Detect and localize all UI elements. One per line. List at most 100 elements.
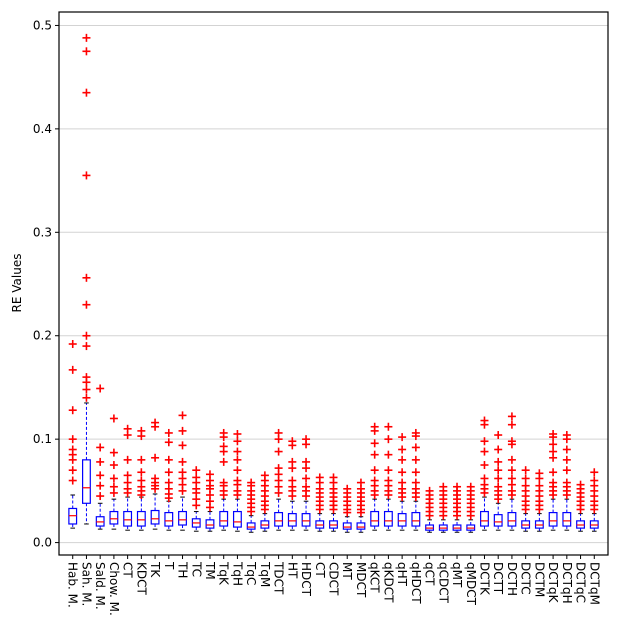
x-tick-label: qMDCT (464, 562, 478, 606)
box-group (274, 428, 284, 531)
y-tick-label: 0.2 (33, 329, 52, 343)
outlier-marker (302, 474, 311, 483)
outlier-marker (549, 429, 558, 438)
outlier-marker (370, 476, 379, 485)
outlier-marker (233, 447, 242, 456)
outlier-marker (274, 447, 283, 456)
outlier-marker (68, 435, 77, 444)
outlier-marker (164, 478, 173, 487)
outlier-marker (384, 450, 393, 459)
box-group (493, 431, 503, 531)
box (109, 510, 119, 525)
box (480, 510, 489, 527)
box-group (95, 384, 105, 530)
box-group (219, 428, 229, 531)
outlier-marker (507, 437, 516, 446)
outlier-marker (466, 482, 475, 491)
outlier-marker (302, 435, 311, 444)
outlier-marker (439, 482, 448, 491)
outlier-marker (411, 478, 420, 487)
outlier-marker (68, 466, 77, 475)
box-group (576, 480, 585, 532)
x-tick-label: Hab. M. (66, 562, 80, 608)
x-tick-label: qKDCT (381, 562, 395, 603)
outlier-marker (96, 471, 105, 480)
box-group (246, 478, 256, 533)
x-tick-label: qHDCT (409, 562, 423, 604)
x-tick-label: qCT (423, 562, 437, 586)
outlier-marker (96, 492, 105, 501)
outlier-marker (370, 450, 379, 459)
outlier-marker (96, 481, 105, 490)
outlier-marker (576, 480, 585, 489)
outlier-marker (164, 438, 173, 447)
outlier-marker (521, 474, 530, 483)
outlier-marker (521, 466, 530, 475)
outlier-marker (507, 412, 516, 421)
outlier-marker (329, 473, 338, 482)
box-group (315, 473, 325, 532)
box (150, 509, 160, 525)
x-tick-label: DCTC (519, 562, 533, 595)
x-tick-label: qKCT (368, 562, 382, 593)
outlier-marker (370, 422, 379, 431)
box-group (123, 424, 133, 531)
outlier-marker (123, 455, 132, 464)
x-tick-label: CDCT (327, 562, 341, 596)
box (178, 510, 187, 526)
outlier-marker (82, 373, 91, 382)
x-tick-label: DCTH (505, 562, 519, 596)
outlier-marker (164, 428, 173, 437)
x-tick-label: TM (203, 561, 217, 580)
outlier-marker (480, 416, 489, 425)
x-tick-label: DCTT (491, 562, 505, 595)
x-tick-label: DCTqM (587, 562, 601, 605)
y-tick-label: 0.0 (33, 536, 52, 550)
box (370, 510, 380, 527)
x-tick-label: DCTqH (560, 562, 574, 604)
outlier-marker (178, 411, 187, 420)
outlier-marker (82, 88, 91, 97)
x-tick-label: DCTqK (546, 562, 560, 604)
x-tick-label: TqM (258, 561, 272, 587)
x-tick-label: TqH (230, 561, 244, 586)
box-group (438, 482, 448, 533)
outlier-marker (590, 468, 599, 477)
outlier-marker (507, 420, 516, 429)
outlier-marker (109, 482, 118, 491)
outlier-marker (82, 342, 91, 351)
box-group (452, 482, 462, 533)
outlier-marker (507, 466, 516, 475)
box-group (150, 418, 160, 530)
outlier-marker (137, 426, 146, 435)
box-group (109, 414, 119, 530)
x-tick-label: KDCT (134, 562, 148, 595)
x-tick-label: Chow. M. (107, 562, 121, 616)
outlier-marker (82, 393, 91, 402)
x-tick-label: TK (148, 561, 162, 578)
outlier-marker (82, 273, 91, 282)
outlier-marker (494, 474, 503, 483)
outlier-marker (398, 445, 407, 454)
outlier-marker (288, 437, 297, 446)
box (274, 511, 284, 527)
outlier-marker (562, 445, 571, 454)
outlier-marker (82, 300, 91, 309)
outlier-marker (274, 428, 283, 437)
box (232, 510, 242, 528)
x-tick-label: qMT (450, 562, 464, 588)
outlier-marker (96, 384, 105, 393)
outlier-marker (178, 468, 187, 477)
box-group (548, 429, 558, 531)
outlier-marker (453, 482, 462, 491)
box (287, 513, 297, 527)
outlier-marker (494, 457, 503, 466)
outlier-marker (260, 471, 269, 480)
outlier-marker (247, 478, 256, 487)
box-group (82, 33, 91, 525)
box-group (397, 433, 407, 531)
outlier-marker (137, 476, 146, 485)
outlier-marker (480, 447, 489, 456)
outlier-marker (123, 471, 132, 480)
